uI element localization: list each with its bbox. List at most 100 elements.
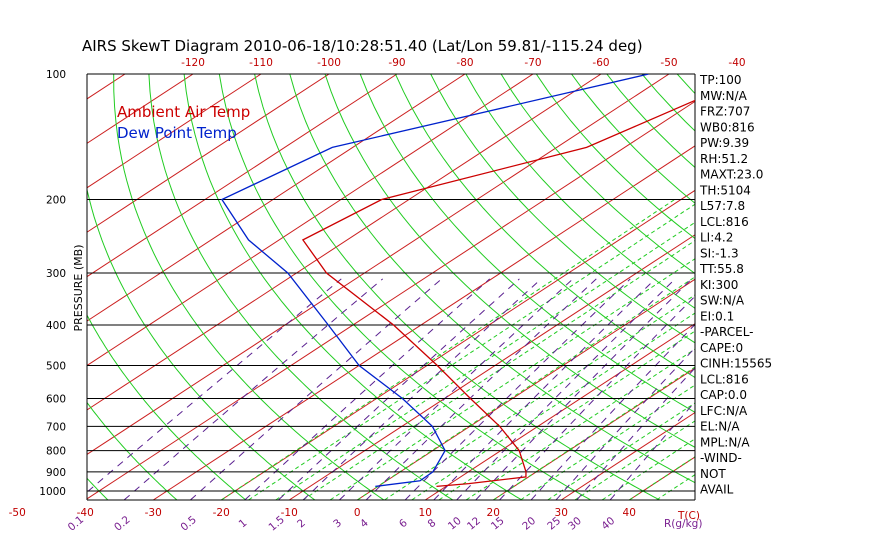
moist-adiabat-line — [248, 203, 695, 500]
temperature-profile-line — [301, 99, 695, 488]
moist-adiabat-line — [629, 456, 695, 500]
dry-adiabat-line — [324, 74, 695, 448]
moist-adiabat-line — [384, 294, 695, 500]
isotherm-line — [560, 411, 695, 500]
mixing-ratio-line — [244, 278, 491, 500]
isotherm-line — [0, 74, 57, 500]
sounding-index-label: FRZ:707 — [700, 105, 750, 119]
sounding-index-label: EI:0.1 — [700, 309, 734, 323]
sounding-index-label: CAPE:0 — [700, 341, 743, 355]
dry-adiabat-line — [748, 74, 870, 502]
sounding-index-label: AVAIL — [700, 483, 734, 497]
dry-adiabat-line — [87, 477, 109, 500]
isotherm-line — [356, 278, 695, 500]
mixing-ratio-line — [609, 401, 695, 500]
top-temp-tick-label: -100 — [317, 57, 341, 69]
sounding-index-label: PW:9.39 — [700, 136, 749, 150]
mixing-ratio-line — [576, 367, 695, 500]
pressure-tick-label: 300 — [46, 268, 66, 280]
dry-adiabat-line — [465, 74, 695, 309]
legend: Ambient Air Temp Dew Point Temp — [117, 103, 250, 142]
top-temp-tick-label: -80 — [456, 57, 473, 69]
sounding-index-label: SW:N/A — [700, 294, 745, 308]
bottom-temp-tick-label: -10 — [281, 507, 298, 519]
mixing-ratio-line — [555, 347, 695, 500]
pressure-tick-label: 900 — [46, 467, 66, 479]
mixing-ratio-tick-label: 2 — [295, 517, 308, 530]
sounding-index-label: CAP:0.0 — [700, 388, 747, 402]
sounding-index-label: CINH:15565 — [700, 357, 772, 371]
mixing-ratio-tick-label: 20 — [520, 515, 538, 533]
mixing-ratio-line — [190, 278, 442, 500]
sounding-index-label: LI:4.2 — [700, 231, 733, 245]
moist-adiabat-line — [466, 348, 695, 500]
bottom-temp-tick-label: -20 — [213, 507, 230, 519]
isotherm-line — [87, 100, 695, 500]
mixing-ratio-unit-label: R(g/kg) — [664, 518, 702, 530]
moist-adiabat-line — [330, 258, 695, 500]
dewpoint-profile-line — [220, 74, 649, 488]
mixing-ratio-tick-label: 10 — [446, 515, 464, 533]
bottom-temp-tick-label: 0 — [354, 507, 361, 519]
sounding-index-label: TH:5104 — [699, 183, 751, 197]
isotherm-line — [87, 74, 398, 278]
legend-entry-dew-point-temp: Dew Point Temp — [117, 124, 237, 142]
bottom-temp-tick-label: -40 — [77, 507, 94, 519]
sounding-index-label: LFC:N/A — [700, 404, 748, 418]
moist-adiabat-line — [547, 402, 695, 500]
isotherm-line — [152, 145, 695, 500]
mixing-ratio-line — [303, 278, 542, 500]
isotherm-line — [288, 234, 695, 500]
isotherm-line — [87, 74, 262, 189]
mixing-ratio-line — [456, 278, 676, 500]
isobar-lines — [86, 73, 696, 501]
top-temp-tick-label: -50 — [660, 57, 677, 69]
sounding-index-label: L57:7.8 — [700, 199, 745, 213]
dry-adiabat-line — [853, 74, 870, 502]
mixing-ratio-tick-label: 8 — [426, 517, 439, 530]
dry-adiabat-line — [359, 74, 695, 413]
sounding-index-label: TP:100 — [699, 73, 742, 87]
top-temp-tick-label: -110 — [249, 57, 273, 69]
sounding-index-label: LCL:816 — [700, 372, 749, 386]
pressure-tick-label: 700 — [46, 421, 66, 433]
top-temp-tick-label: -70 — [524, 57, 541, 69]
bottom-temp-tick-label: -30 — [145, 507, 162, 519]
bottom-temp-tick-label: 10 — [419, 507, 432, 519]
sounding-index-label: KI:300 — [700, 278, 738, 292]
mixing-ratio-tick-label: 12 — [465, 515, 483, 533]
pressure-tick-label: 200 — [46, 195, 66, 207]
moist-adiabat-line — [438, 330, 695, 500]
sounding-index-label: TT:55.8 — [699, 262, 744, 276]
mixing-ratio-line — [530, 323, 695, 500]
pressure-tick-label: 1000 — [39, 486, 66, 498]
isotherm-line — [87, 74, 534, 367]
temperature-unit-label: T(C) — [677, 510, 700, 522]
y-axis-label: PRESSURE (MB) — [72, 245, 85, 332]
mixing-ratio-tick-label: 4 — [358, 517, 371, 531]
pressure-tick-label: 800 — [46, 446, 66, 458]
isotherm-line — [424, 323, 695, 500]
mixing-ratio-tick-label: 3 — [331, 517, 344, 530]
dry-adiabat-line — [394, 74, 695, 379]
bottom-temp-tick-label: 30 — [555, 507, 568, 519]
sounding-index-label: RH:51.2 — [700, 152, 748, 166]
mixing-ratio-tick-label: 0.2 — [112, 514, 133, 534]
dry-adiabat-line — [783, 74, 870, 502]
legend-entry-ambient-air-temp: Ambient Air Temp — [117, 103, 250, 121]
sounding-index-label: EL:N/A — [700, 420, 740, 434]
bottom-temp-tick-label: -50 — [9, 507, 26, 519]
isotherm-line — [87, 74, 330, 233]
mixing-ratio-line — [404, 278, 631, 500]
top-temp-tick-label: -90 — [388, 57, 405, 69]
mixing-ratio-tick-label: 6 — [397, 517, 410, 531]
top-temp-tick-label: -40 — [728, 57, 745, 69]
chart-title: AIRS SkewT Diagram 2010-06-18/10:28:51.4… — [82, 37, 643, 55]
mixing-ratio-line — [339, 278, 574, 500]
mixing-ratio-tick-label: 0.5 — [178, 514, 199, 534]
mixing-ratio-line — [87, 278, 342, 493]
moist-adiabat-line — [520, 384, 695, 500]
mixing-ratio-line — [433, 278, 656, 500]
dry-adiabat-line — [218, 74, 592, 500]
